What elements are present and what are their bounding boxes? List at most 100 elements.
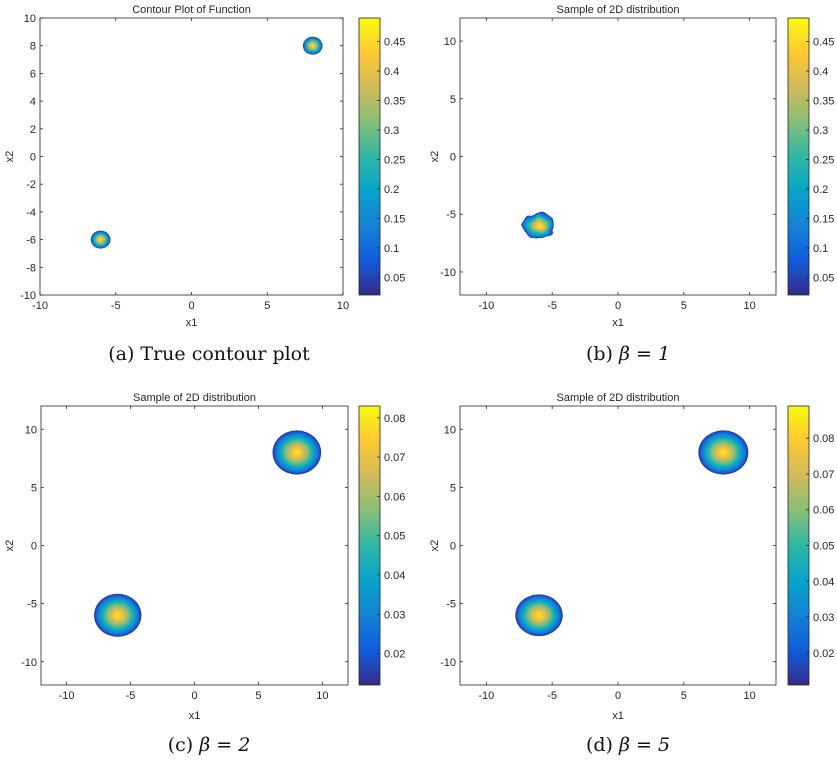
colorbar-tick-label: 0.45 xyxy=(813,37,834,49)
colorbar-tick-label: 0.35 xyxy=(813,96,834,108)
chart-d: -10 -5 0 5 10 10 5 0 -5 -10 Sample of 2D distribut… xyxy=(429,392,834,722)
y-tick-label: 8 xyxy=(30,41,36,53)
x-tick-label: 5 xyxy=(255,690,261,702)
panel-c: -10 -5 0 5 10 10 5 0 -5 -10 Sample of 2D distribut… xyxy=(0,388,418,770)
caption-d: (d) β = 5 xyxy=(419,734,837,756)
y-axis-label: x2 xyxy=(4,540,16,552)
chart-a: -10 -5 0 5 10 10 8 6 4 2 0 -2 -4 -6 -8 -10 Contour Plot … xyxy=(4,4,405,329)
x-axis-label: x1 xyxy=(612,317,624,329)
x-tick-label: -10 xyxy=(32,300,48,312)
y-tick-label: 2 xyxy=(30,124,36,136)
y-axis-label: x2 xyxy=(429,540,441,552)
colorbar-tick-label: 0.35 xyxy=(384,96,405,108)
colorbar-tick-label: 0.25 xyxy=(813,154,834,166)
y-tick-label: 0 xyxy=(450,152,456,164)
colorbar-tick-label: 0.05 xyxy=(384,531,405,543)
caption-d-tag: (d) xyxy=(585,734,613,756)
y-tick-label: -10 xyxy=(440,657,456,669)
chart-c: -10 -5 0 5 10 10 5 0 -5 -10 Sample of 2D distribut… xyxy=(4,392,405,722)
y-tick-label: 10 xyxy=(24,13,36,25)
colorbar-tick-label: 0.05 xyxy=(813,272,834,284)
caption-c: (c) β = 2 xyxy=(0,734,418,756)
density-blob xyxy=(272,430,322,475)
x-tick-label: -10 xyxy=(59,690,75,702)
density-blob xyxy=(698,430,749,475)
colorbar-tick-label: 0.1 xyxy=(813,243,828,255)
colorbar-tick-label: 0.3 xyxy=(384,125,399,137)
colorbar-tick-label: 0.08 xyxy=(813,433,834,445)
caption-a-text: True contour plot xyxy=(140,343,310,365)
x-tick-label: 5 xyxy=(681,300,687,312)
y-tick-label: 5 xyxy=(31,482,37,494)
chart-b: -10 -5 0 5 10 10 5 0 -5 -10 Sample of 2D distribut… xyxy=(429,4,834,329)
chart-title: Contour Plot of Function xyxy=(132,4,251,16)
x-tick-label: -5 xyxy=(547,300,557,312)
colorbar-tick-label: 0.06 xyxy=(813,505,834,517)
caption-b: (b) β = 1 xyxy=(419,343,837,365)
x-tick-label: 10 xyxy=(337,300,349,312)
colorbar-tick-label: 0.02 xyxy=(813,648,834,660)
y-tick-label: -5 xyxy=(446,209,456,221)
x-tick-label: -10 xyxy=(478,300,494,312)
y-tick-label: 0 xyxy=(30,152,36,164)
y-axis-label: x2 xyxy=(429,151,441,163)
colorbar-tick-label: 0.4 xyxy=(813,66,828,78)
colorbar-tick-label: 0.15 xyxy=(813,213,834,225)
colorbar-tick-label: 0.05 xyxy=(813,541,834,553)
x-axis-label: x1 xyxy=(186,317,198,329)
x-tick-label: 0 xyxy=(615,690,621,702)
x-tick-label: 0 xyxy=(191,690,197,702)
caption-b-tag: (b) xyxy=(585,343,613,365)
colorbar-tick-label: 0.2 xyxy=(813,184,828,196)
x-tick-label: 5 xyxy=(264,300,270,312)
panel-b: -10 -5 0 5 10 10 5 0 -5 -10 Sample of 2D distribut… xyxy=(419,0,837,382)
caption-a-tag: (a) xyxy=(108,343,135,365)
y-tick-label: -4 xyxy=(26,207,36,219)
x-tick-label: -10 xyxy=(478,690,494,702)
x-tick-label: 0 xyxy=(188,300,194,312)
colorbar xyxy=(787,17,810,296)
colorbar xyxy=(787,405,810,686)
colorbar-tick-label: 0.04 xyxy=(384,570,405,582)
x-axis-label: x1 xyxy=(189,710,201,722)
x-tick-label: -5 xyxy=(126,690,136,702)
density-blob xyxy=(302,36,323,55)
y-tick-label: 4 xyxy=(30,96,36,108)
caption-b-text: β = 1 xyxy=(618,343,671,365)
caption-c-text: β = 2 xyxy=(199,734,251,756)
colorbar-tick-label: 0.3 xyxy=(813,125,828,137)
colorbar xyxy=(358,405,381,686)
y-tick-label: -5 xyxy=(446,599,456,611)
y-tick-label: -6 xyxy=(26,235,36,247)
y-axis-label: x2 xyxy=(4,151,16,163)
y-tick-label: 10 xyxy=(25,424,37,436)
colorbar-tick-label: 0.03 xyxy=(813,612,834,624)
x-tick-label: 10 xyxy=(744,300,756,312)
panel-d: -10 -5 0 5 10 10 5 0 -5 -10 Sample of 2D distribut… xyxy=(419,388,837,770)
colorbar-tick-label: 0.07 xyxy=(813,469,834,481)
chart-title: Sample of 2D distribution xyxy=(557,392,680,404)
density-blob xyxy=(94,593,142,637)
panel-a: -10 -5 0 5 10 10 8 6 4 2 0 -2 -4 -6 -8 -10 Contour Plot … xyxy=(0,0,418,382)
x-tick-label: -5 xyxy=(111,300,121,312)
y-tick-label: 6 xyxy=(30,68,36,80)
density-blob xyxy=(90,230,111,249)
y-tick-label: -2 xyxy=(26,179,36,191)
y-tick-label: -10 xyxy=(21,657,37,669)
y-tick-label: -10 xyxy=(440,267,456,279)
colorbar-tick-label: 0.4 xyxy=(384,66,399,78)
density-blob xyxy=(523,211,555,240)
chart-title: Sample of 2D distribution xyxy=(557,4,680,16)
y-tick-label: 10 xyxy=(444,424,456,436)
x-tick-label: 10 xyxy=(316,690,328,702)
y-tick-label: -10 xyxy=(20,290,36,302)
x-tick-label: -5 xyxy=(547,690,557,702)
plot-area xyxy=(460,18,776,295)
y-tick-label: 10 xyxy=(444,36,456,48)
y-tick-label: -8 xyxy=(26,262,36,274)
colorbar-tick-label: 0.08 xyxy=(384,413,405,425)
colorbar-tick-label: 0.45 xyxy=(384,37,405,49)
plot-area xyxy=(40,18,343,295)
colorbar-tick-label: 0.05 xyxy=(384,272,405,284)
colorbar-tick-label: 0.1 xyxy=(384,243,399,255)
